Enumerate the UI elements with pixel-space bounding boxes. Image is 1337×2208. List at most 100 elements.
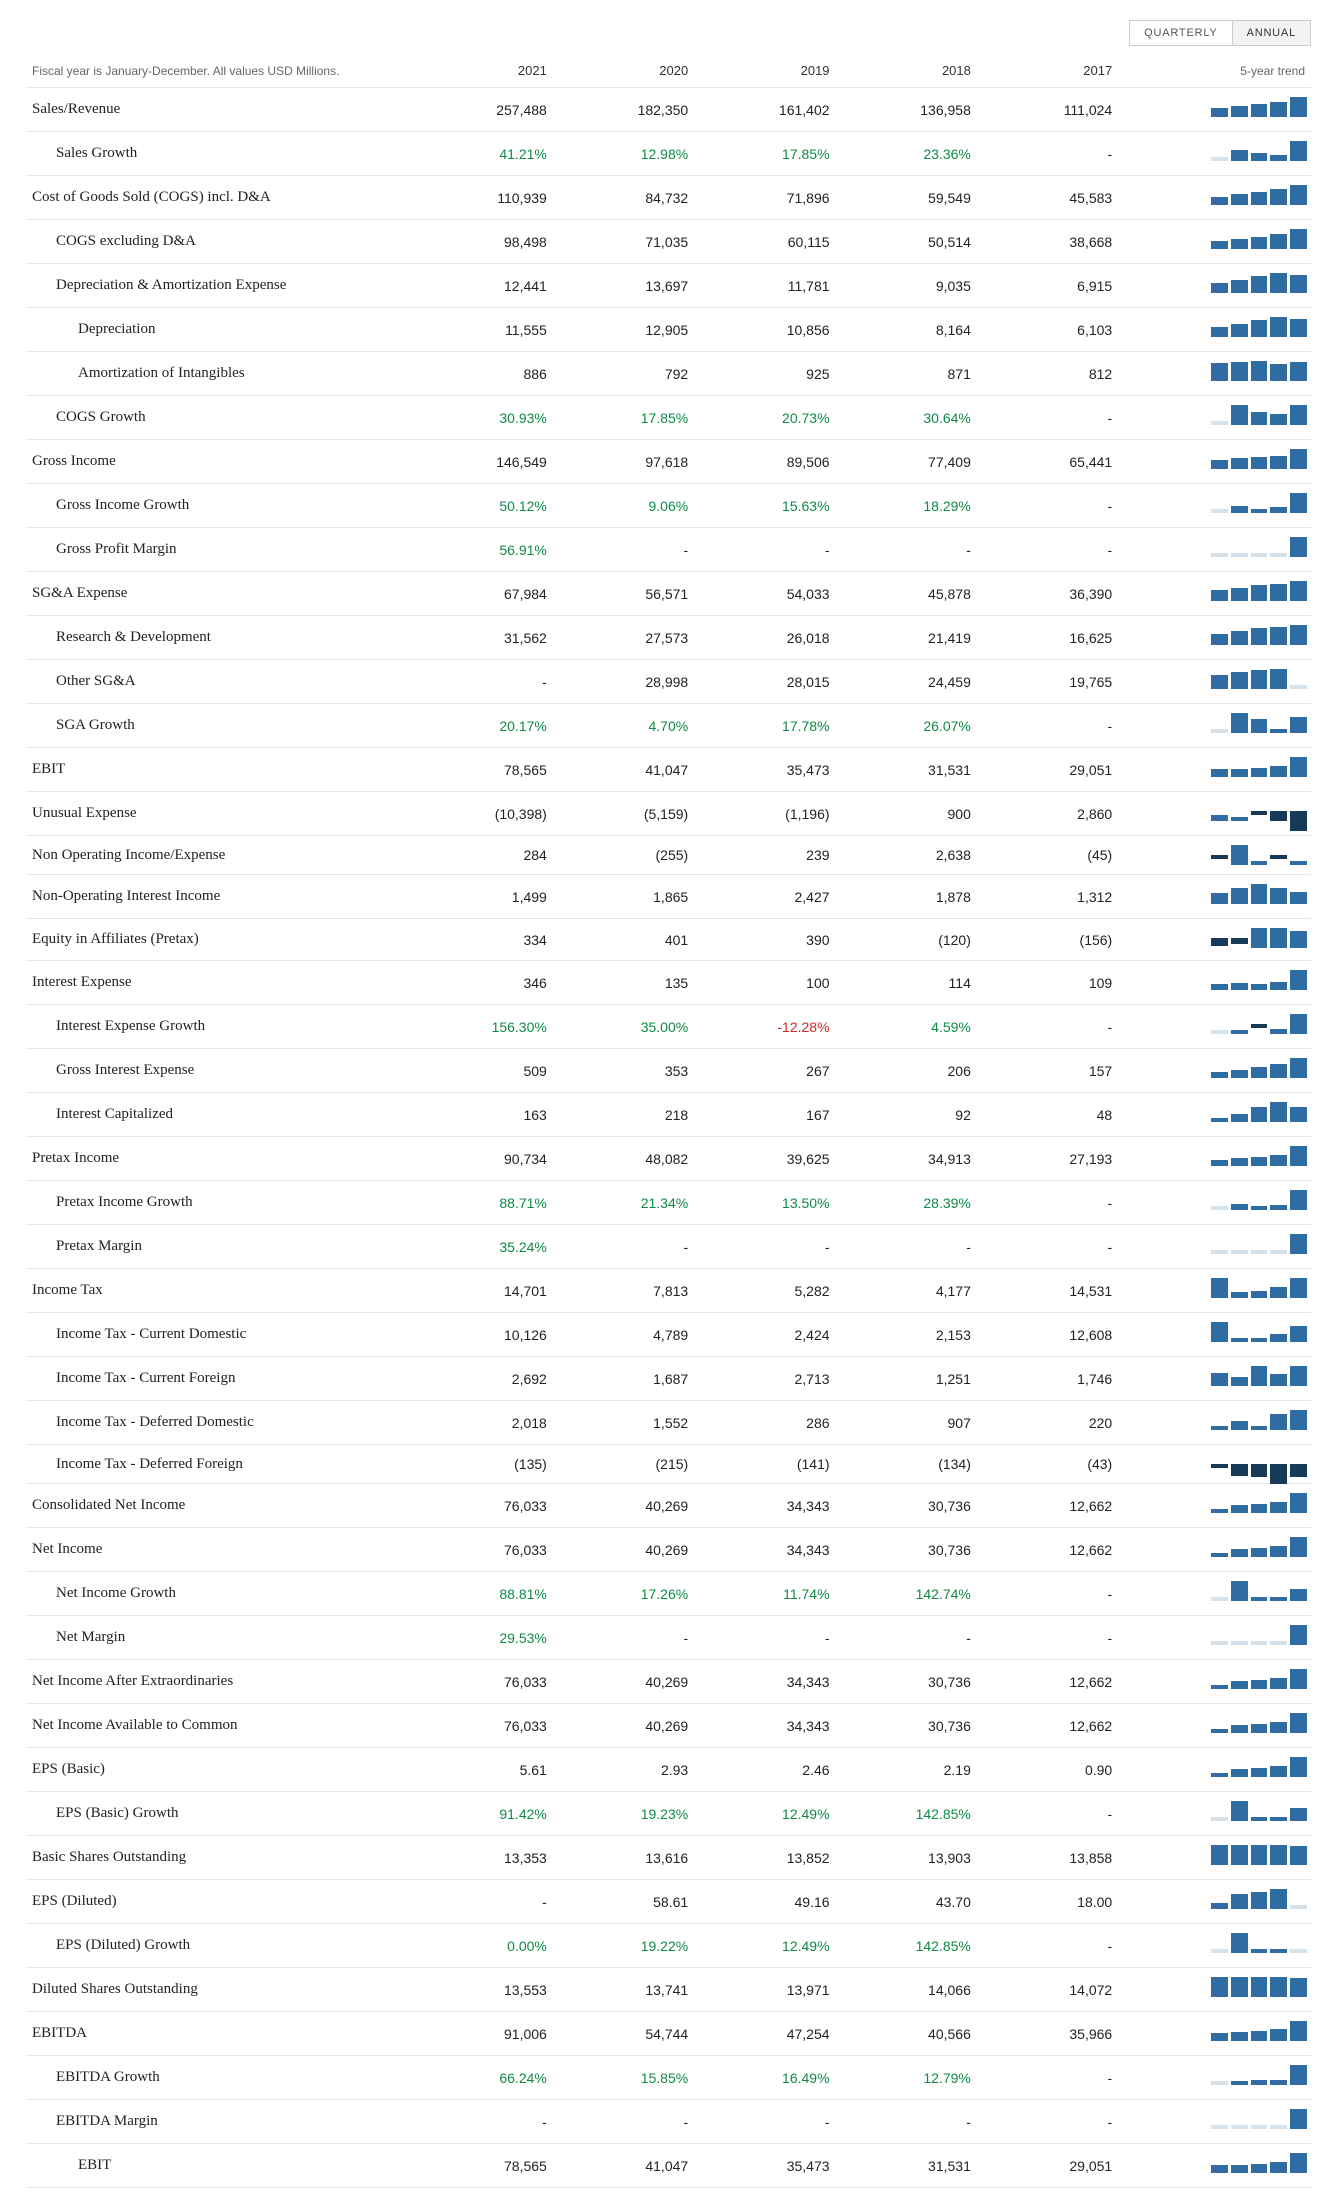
cell-value: (135) [412, 1445, 553, 1484]
cell-value: - [553, 1616, 694, 1660]
row-label[interactable]: Net Margin [26, 1616, 412, 1660]
cell-value: 23.36% [836, 132, 977, 176]
row-label[interactable]: Net Income Growth [26, 1572, 412, 1616]
cell-value: 9,035 [836, 264, 977, 308]
row-label[interactable]: Non-Operating Interest Income [26, 875, 412, 919]
trend-sparkline [1118, 616, 1311, 660]
cell-value: 31,531 [836, 748, 977, 792]
cell-value: (215) [553, 1445, 694, 1484]
row-label[interactable]: EBITDA Margin [26, 2100, 412, 2144]
cell-value: (1,196) [694, 792, 835, 836]
cell-value: 17.78% [694, 704, 835, 748]
row-label[interactable]: Income Tax [26, 1269, 412, 1313]
row-label[interactable]: EPS (Basic) Growth [26, 1792, 412, 1836]
row-label[interactable]: Equity in Affiliates (Pretax) [26, 919, 412, 961]
row-label[interactable]: Gross Income Growth [26, 484, 412, 528]
cell-value: 30,736 [836, 1484, 977, 1528]
table-row: Income Tax14,7017,8135,2824,17714,531 [26, 1269, 1311, 1313]
row-label[interactable]: EBITDA Growth [26, 2056, 412, 2100]
row-label[interactable]: Net Income [26, 1528, 412, 1572]
row-label[interactable]: Income Tax - Current Foreign [26, 1357, 412, 1401]
cell-value: 40,269 [553, 1704, 694, 1748]
cell-value: 41,047 [553, 748, 694, 792]
row-label[interactable]: Interest Expense Growth [26, 1005, 412, 1049]
row-label[interactable]: EPS (Diluted) Growth [26, 1924, 412, 1968]
cell-value: 12,905 [553, 308, 694, 352]
tab-quarterly[interactable]: QUARTERLY [1129, 20, 1231, 46]
cell-value: 50.12% [412, 484, 553, 528]
cell-value: 2.19 [836, 1748, 977, 1792]
cell-value: 267 [694, 1049, 835, 1093]
trend-sparkline [1118, 132, 1311, 176]
cell-value: - [553, 1225, 694, 1269]
tab-annual[interactable]: ANNUAL [1232, 20, 1311, 46]
cell-value: 13,971 [694, 1968, 835, 2012]
trend-sparkline [1118, 1924, 1311, 1968]
cell-value: 346 [412, 961, 553, 1005]
row-label[interactable]: Net Income After Extraordinaries [26, 1660, 412, 1704]
cell-value: - [694, 2100, 835, 2144]
cell-value: - [977, 484, 1118, 528]
row-label[interactable]: Pretax Income [26, 1137, 412, 1181]
row-label[interactable]: SGA Growth [26, 704, 412, 748]
row-label[interactable]: Other SG&A [26, 660, 412, 704]
cell-value: 13,903 [836, 1836, 977, 1880]
cell-value: 13,616 [553, 1836, 694, 1880]
row-label[interactable]: Depreciation & Amortization Expense [26, 264, 412, 308]
row-label[interactable]: Consolidated Net Income [26, 1484, 412, 1528]
header-row: Fiscal year is January-December. All val… [26, 54, 1311, 88]
row-label[interactable]: Income Tax - Deferred Domestic [26, 1401, 412, 1445]
row-label[interactable]: SG&A Expense [26, 572, 412, 616]
table-row: EPS (Basic)5.612.932.462.190.90 [26, 1748, 1311, 1792]
row-label[interactable]: EBIT [26, 2144, 412, 2188]
row-label[interactable]: Sales Growth [26, 132, 412, 176]
row-label[interactable]: Non Operating Income/Expense [26, 836, 412, 875]
row-label[interactable]: COGS excluding D&A [26, 220, 412, 264]
cell-value: 2.46 [694, 1748, 835, 1792]
row-label[interactable]: Sales/Revenue [26, 88, 412, 132]
cell-value: 30,736 [836, 1704, 977, 1748]
cell-value: 136,958 [836, 88, 977, 132]
row-label[interactable]: Income Tax - Deferred Foreign [26, 1445, 412, 1484]
row-label[interactable]: Amortization of Intangibles [26, 352, 412, 396]
cell-value: 167 [694, 1093, 835, 1137]
row-label[interactable]: Income Tax - Current Domestic [26, 1313, 412, 1357]
row-label[interactable]: Basic Shares Outstanding [26, 1836, 412, 1880]
row-label[interactable]: Net Income Available to Common [26, 1704, 412, 1748]
cell-value: 77,409 [836, 440, 977, 484]
cell-value: 35,966 [977, 2012, 1118, 2056]
row-label[interactable]: Research & Development [26, 616, 412, 660]
row-label[interactable]: EBIT [26, 748, 412, 792]
table-row: Income Tax - Deferred Domestic2,0181,552… [26, 1401, 1311, 1445]
financials-table: Fiscal year is January-December. All val… [26, 54, 1311, 2188]
row-label[interactable]: Pretax Income Growth [26, 1181, 412, 1225]
row-label[interactable]: Diluted Shares Outstanding [26, 1968, 412, 2012]
table-row: Unusual Expense(10,398)(5,159)(1,196)900… [26, 792, 1311, 836]
cell-value: 28,015 [694, 660, 835, 704]
row-label[interactable]: EPS (Diluted) [26, 1880, 412, 1924]
cell-value: - [977, 1616, 1118, 1660]
row-label[interactable]: EPS (Basic) [26, 1748, 412, 1792]
row-label[interactable]: Interest Expense [26, 961, 412, 1005]
row-label[interactable]: Interest Capitalized [26, 1093, 412, 1137]
row-label[interactable]: Gross Profit Margin [26, 528, 412, 572]
col-year-2: 2019 [694, 54, 835, 88]
row-label[interactable]: Pretax Margin [26, 1225, 412, 1269]
row-label[interactable]: COGS Growth [26, 396, 412, 440]
cell-value: (5,159) [553, 792, 694, 836]
trend-sparkline [1118, 875, 1311, 919]
row-label[interactable]: Unusual Expense [26, 792, 412, 836]
trend-sparkline [1118, 220, 1311, 264]
cell-value: 2,153 [836, 1313, 977, 1357]
cell-value: 6,915 [977, 264, 1118, 308]
row-label[interactable]: Gross Income [26, 440, 412, 484]
cell-value: 91.42% [412, 1792, 553, 1836]
cell-value: 11.74% [694, 1572, 835, 1616]
trend-sparkline [1118, 1704, 1311, 1748]
row-label[interactable]: Cost of Goods Sold (COGS) incl. D&A [26, 176, 412, 220]
cell-value: 67,984 [412, 572, 553, 616]
row-label[interactable]: EBITDA [26, 2012, 412, 2056]
row-label[interactable]: Depreciation [26, 308, 412, 352]
row-label[interactable]: Gross Interest Expense [26, 1049, 412, 1093]
trend-sparkline [1118, 1528, 1311, 1572]
